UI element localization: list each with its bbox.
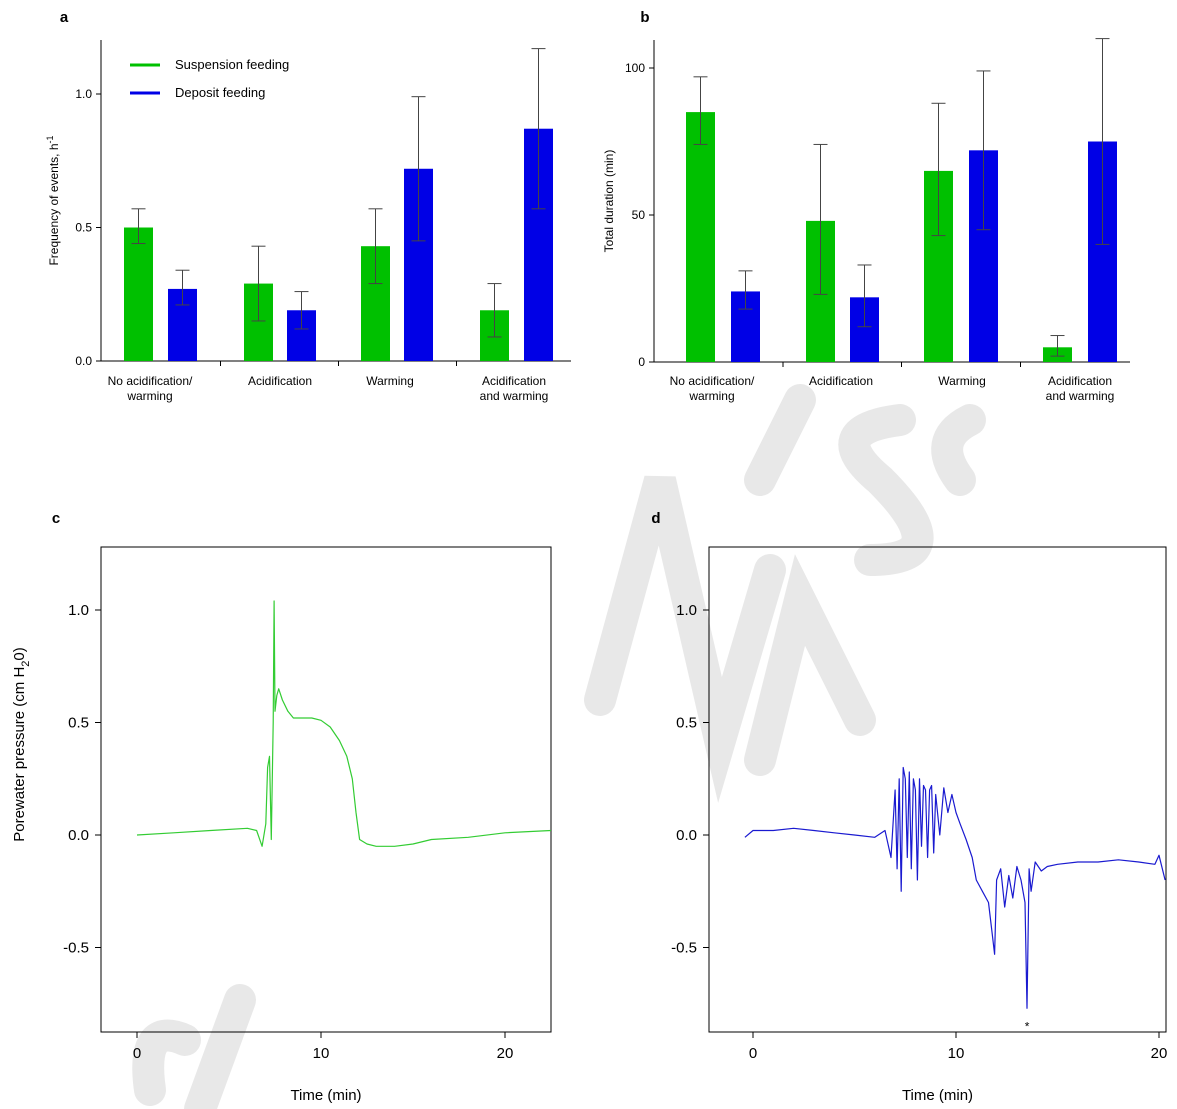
category-label: Acidification	[482, 374, 546, 388]
y-tick-label: -0.5	[63, 940, 89, 957]
y-tick-label: -0.5	[671, 940, 697, 957]
panel-letter: c	[52, 510, 60, 527]
trace-line	[744, 766, 1166, 1009]
y-axis-label: Porewater pressure (cm H20)	[11, 647, 32, 842]
category-label: warming	[126, 389, 172, 403]
y-tick-label: 0.0	[75, 354, 92, 368]
y-tick-label: 0.0	[68, 827, 89, 844]
y-tick-label: 0.5	[676, 715, 697, 732]
panel-letter: a	[60, 9, 69, 26]
category-label: Acidification	[248, 374, 312, 388]
y-tick-label: 1.0	[676, 602, 697, 619]
y-axis-label-sup: -1	[45, 135, 55, 143]
x-axis-label: Time (min)	[290, 1087, 361, 1104]
x-tick-label: 0	[749, 1045, 757, 1062]
y-tick-label: 0.5	[68, 715, 89, 732]
y-axis-label-end: 0)	[11, 647, 28, 660]
category-label: Warming	[366, 374, 414, 388]
bar-suspension	[686, 112, 715, 362]
x-tick-label: 10	[948, 1045, 965, 1062]
panel-d: d 0 10 20 -0.5 0.0 0.5 1.0 Time (min) *	[651, 510, 1167, 1104]
category-label: No acidification/	[108, 374, 193, 388]
panel-letter: d	[651, 510, 660, 527]
panel-b: b 0 50 100 Total duration (min) No acidificat…	[602, 9, 1130, 403]
y-tick-label: 1.0	[68, 602, 89, 619]
y-axis-label-sub: 2	[20, 661, 32, 667]
x-tick-label: 20	[1151, 1045, 1168, 1062]
y-tick-label: 1.0	[75, 87, 92, 101]
y-tick-label: 50	[632, 208, 646, 222]
y-tick-label: 100	[625, 61, 645, 75]
x-axis-label: Time (min)	[902, 1087, 973, 1104]
y-tick-label: 0.5	[75, 221, 92, 235]
annotation-asterisk: *	[1025, 1019, 1030, 1033]
category-label: and warming	[1046, 389, 1115, 403]
y-tick-label: 0	[638, 355, 645, 369]
y-tick-label: 0.0	[676, 827, 697, 844]
x-tick-label: 20	[497, 1045, 514, 1062]
x-tick-label: 10	[313, 1045, 330, 1062]
y-axis-label: Total duration (min)	[602, 150, 616, 253]
y-axis-label: Frequency of events, h-1	[45, 135, 61, 265]
category-label: and warming	[480, 389, 549, 403]
panel-a: a 0.0 0.5 1.0 Frequency of events, h-1 No aci…	[45, 9, 571, 403]
category-label: warming	[688, 389, 734, 403]
x-tick-label: 0	[133, 1045, 141, 1062]
plot-frame	[708, 546, 1167, 1033]
plot-frame	[100, 546, 552, 1033]
category-label: No acidification/	[670, 374, 755, 388]
panel-c: c 0 10 20 -0.5 0.0 0.5 1.0 Time (min) Porewater p…	[11, 510, 552, 1104]
legend-label: Deposit feeding	[175, 85, 265, 100]
trace-line	[136, 600, 552, 847]
legend-label: Suspension feeding	[175, 57, 289, 72]
category-label: Acidification	[809, 374, 873, 388]
bar-suspension	[124, 227, 153, 361]
panel-letter: b	[640, 9, 649, 26]
category-label: Warming	[938, 374, 986, 388]
category-label: Acidification	[1048, 374, 1112, 388]
